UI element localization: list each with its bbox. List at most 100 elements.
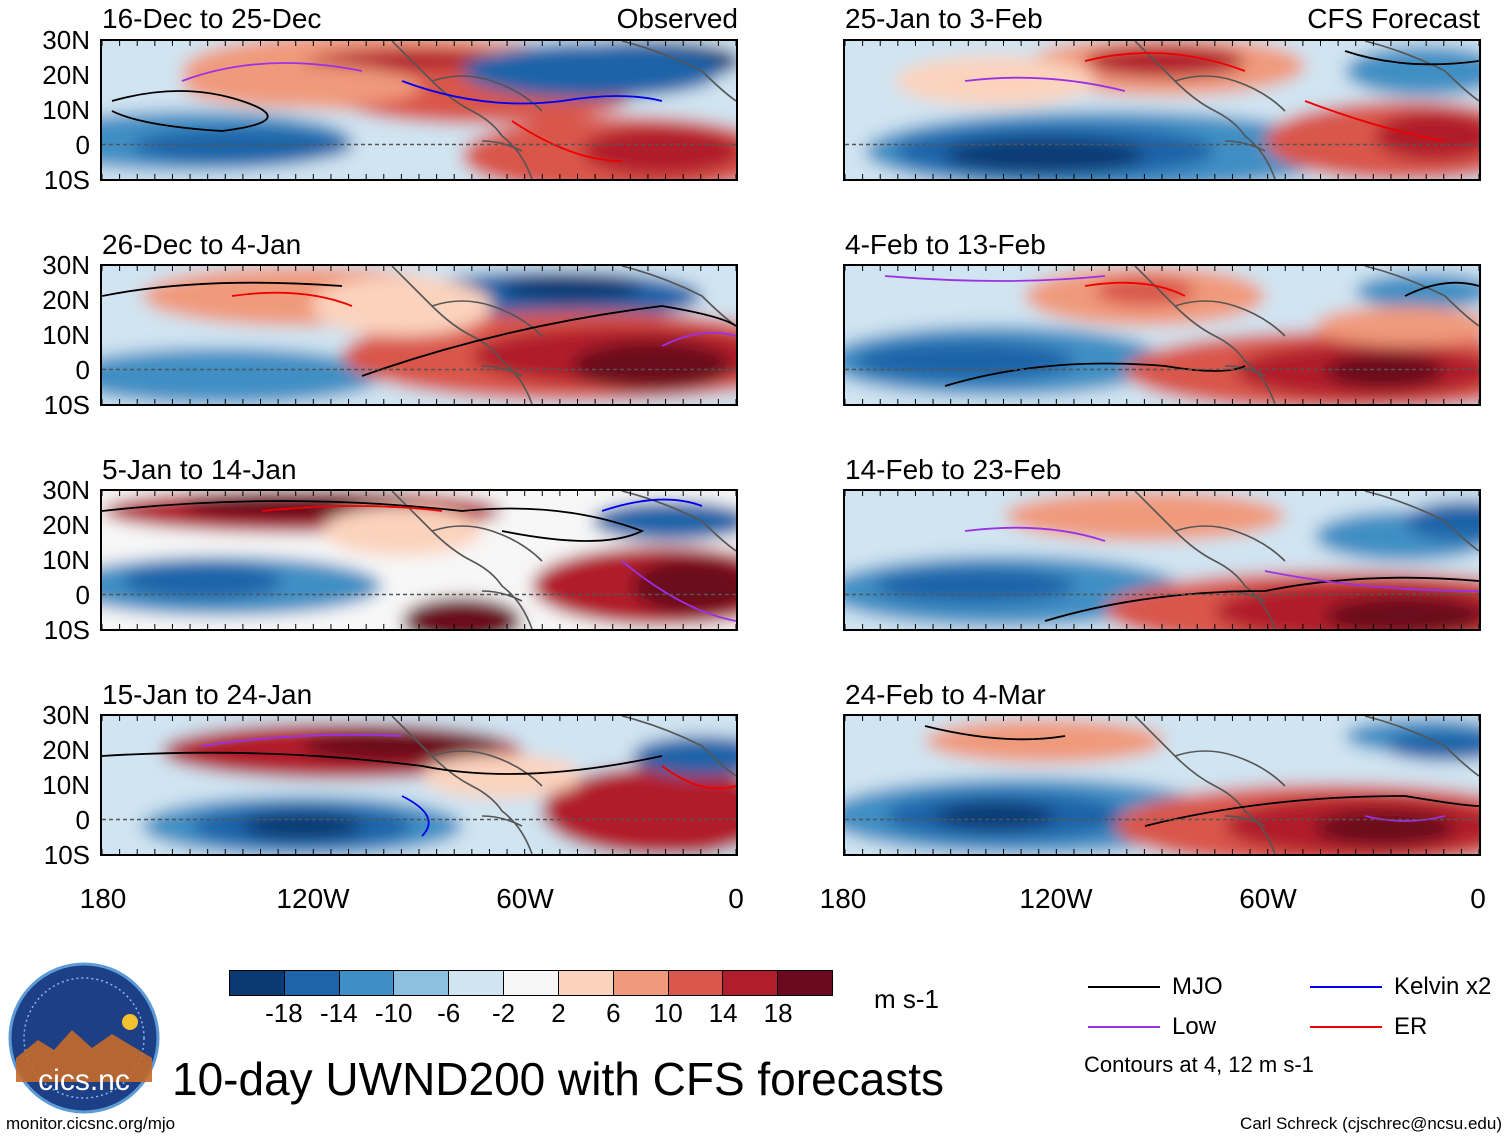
wind-anomaly-region bbox=[592, 501, 736, 541]
wave-contour bbox=[111, 90, 269, 132]
wave-contour bbox=[944, 362, 1246, 387]
lat-label-0: 0 bbox=[75, 580, 90, 610]
coastline bbox=[391, 266, 736, 404]
lon-label-0-right: 0 bbox=[1470, 883, 1486, 914]
map-canvas bbox=[845, 41, 1479, 179]
colorbar-swatch bbox=[558, 971, 614, 995]
wind-anomaly-region bbox=[122, 563, 282, 599]
panel-title-6: 4-Feb to 13-Feb bbox=[845, 229, 1046, 260]
coastline bbox=[391, 41, 736, 179]
map-canvas bbox=[102, 491, 736, 629]
wave-contour bbox=[261, 505, 443, 512]
wave-contour bbox=[964, 526, 1106, 542]
wind-anomaly-region bbox=[542, 766, 736, 854]
wave-contour bbox=[1304, 100, 1446, 142]
wind-anomaly-region bbox=[582, 126, 736, 176]
lat-label-10n: 10N bbox=[42, 545, 90, 575]
wave-contour bbox=[1044, 576, 1479, 622]
wind-anomaly-region bbox=[402, 597, 522, 629]
wave-contour bbox=[621, 560, 736, 622]
colorbar-swatch bbox=[230, 971, 285, 995]
wave-contour bbox=[1144, 795, 1479, 827]
lon-label-180-right: 180 bbox=[819, 883, 867, 914]
lat-label-20n: 20N bbox=[42, 285, 90, 315]
colorbar-label: -6 bbox=[437, 998, 461, 1028]
wind-anomaly-region bbox=[102, 348, 382, 404]
wind-anomaly-region bbox=[632, 558, 736, 614]
wave-contour bbox=[102, 281, 343, 297]
wave-contour bbox=[924, 725, 1066, 741]
map-panel-4 bbox=[100, 714, 738, 856]
wind-anomaly-region bbox=[632, 736, 736, 776]
wave-contour bbox=[1084, 52, 1246, 72]
legend-er-label: ER bbox=[1394, 1013, 1428, 1040]
map-canvas bbox=[845, 266, 1479, 404]
wave-contour bbox=[102, 500, 645, 542]
colorbar-swatch bbox=[723, 971, 779, 995]
wind-anomaly-region bbox=[875, 568, 1075, 604]
map-canvas bbox=[845, 716, 1479, 854]
legend-mjo: MJO bbox=[1088, 972, 1223, 1002]
legend-er: ER bbox=[1310, 1012, 1427, 1042]
wind-shading bbox=[102, 266, 736, 404]
wave-contour bbox=[1264, 570, 1479, 592]
wind-anomaly-region bbox=[322, 506, 482, 556]
map-canvas bbox=[102, 266, 736, 404]
lon-label-120w-right: 120W bbox=[1019, 883, 1093, 914]
footer-url: monitor.cicsnc.org/mjo bbox=[6, 1114, 176, 1133]
wind-anomaly-region bbox=[1325, 353, 1445, 389]
wave-contour bbox=[181, 62, 363, 82]
coastline bbox=[1134, 266, 1479, 404]
wind-anomaly-region bbox=[925, 719, 1165, 763]
wind-anomaly-region bbox=[312, 276, 492, 336]
colorbar-label: -10 bbox=[374, 998, 413, 1028]
wind-shading bbox=[102, 41, 736, 179]
lon-label-180-left: 180 bbox=[79, 883, 127, 914]
wind-anomaly-region bbox=[1005, 491, 1285, 541]
wind-anomaly-region bbox=[132, 128, 352, 164]
colorbar-swatch bbox=[394, 971, 450, 995]
coastline bbox=[391, 491, 736, 629]
wind-anomaly-region bbox=[855, 341, 1075, 381]
colorbar-swatch bbox=[613, 971, 669, 995]
coastline bbox=[1134, 491, 1479, 629]
wind-anomaly-region bbox=[502, 274, 642, 302]
lat-label-10s: 10S bbox=[43, 615, 90, 645]
legend-kelvin-line bbox=[1310, 986, 1382, 988]
cfs-forecast-label: CFS Forecast bbox=[1307, 3, 1480, 34]
wind-anomaly-region bbox=[945, 138, 1145, 174]
lat-label-20n: 20N bbox=[42, 510, 90, 540]
wave-contour bbox=[964, 76, 1126, 92]
lat-label-10s: 10S bbox=[43, 390, 90, 420]
legend-kelvin-label: Kelvin x2 bbox=[1394, 973, 1492, 1000]
lat-label-0: 0 bbox=[75, 355, 90, 385]
map-panel-1 bbox=[100, 39, 738, 181]
wave-contour bbox=[401, 80, 663, 105]
lat-label-10n: 10N bbox=[42, 95, 90, 125]
legend-low: Low bbox=[1088, 1012, 1216, 1042]
colorbar-label: 6 bbox=[606, 998, 621, 1028]
wave-contour bbox=[231, 291, 353, 307]
colorbar-swatch bbox=[504, 971, 559, 995]
wave-contour bbox=[884, 275, 1106, 282]
contour-note: Contours at 4, 12 m s-1 bbox=[1084, 1052, 1314, 1077]
wind-anomaly-region bbox=[242, 812, 362, 840]
wind-anomaly-region bbox=[462, 43, 722, 99]
wind-anomaly-region bbox=[182, 64, 422, 108]
lat-label-10s: 10S bbox=[43, 165, 90, 195]
wave-contour bbox=[1344, 50, 1479, 66]
panel-title-3: 5-Jan to 14-Jan bbox=[102, 454, 297, 485]
wave-contour bbox=[1404, 281, 1479, 297]
wave-contour bbox=[511, 120, 623, 162]
wind-anomaly-region bbox=[1085, 45, 1245, 77]
panel-title-7: 14-Feb to 23-Feb bbox=[845, 454, 1062, 485]
logo-text: cics.nc bbox=[38, 1064, 130, 1097]
lat-label-20n: 20N bbox=[42, 735, 90, 765]
wind-shading bbox=[845, 491, 1479, 629]
wave-contour bbox=[661, 765, 736, 790]
map-canvas bbox=[102, 41, 736, 179]
map-panel-6 bbox=[843, 264, 1481, 406]
wind-anomaly-region bbox=[1345, 46, 1479, 96]
colorbar-label: -14 bbox=[320, 998, 358, 1028]
wave-contour bbox=[1084, 281, 1186, 297]
